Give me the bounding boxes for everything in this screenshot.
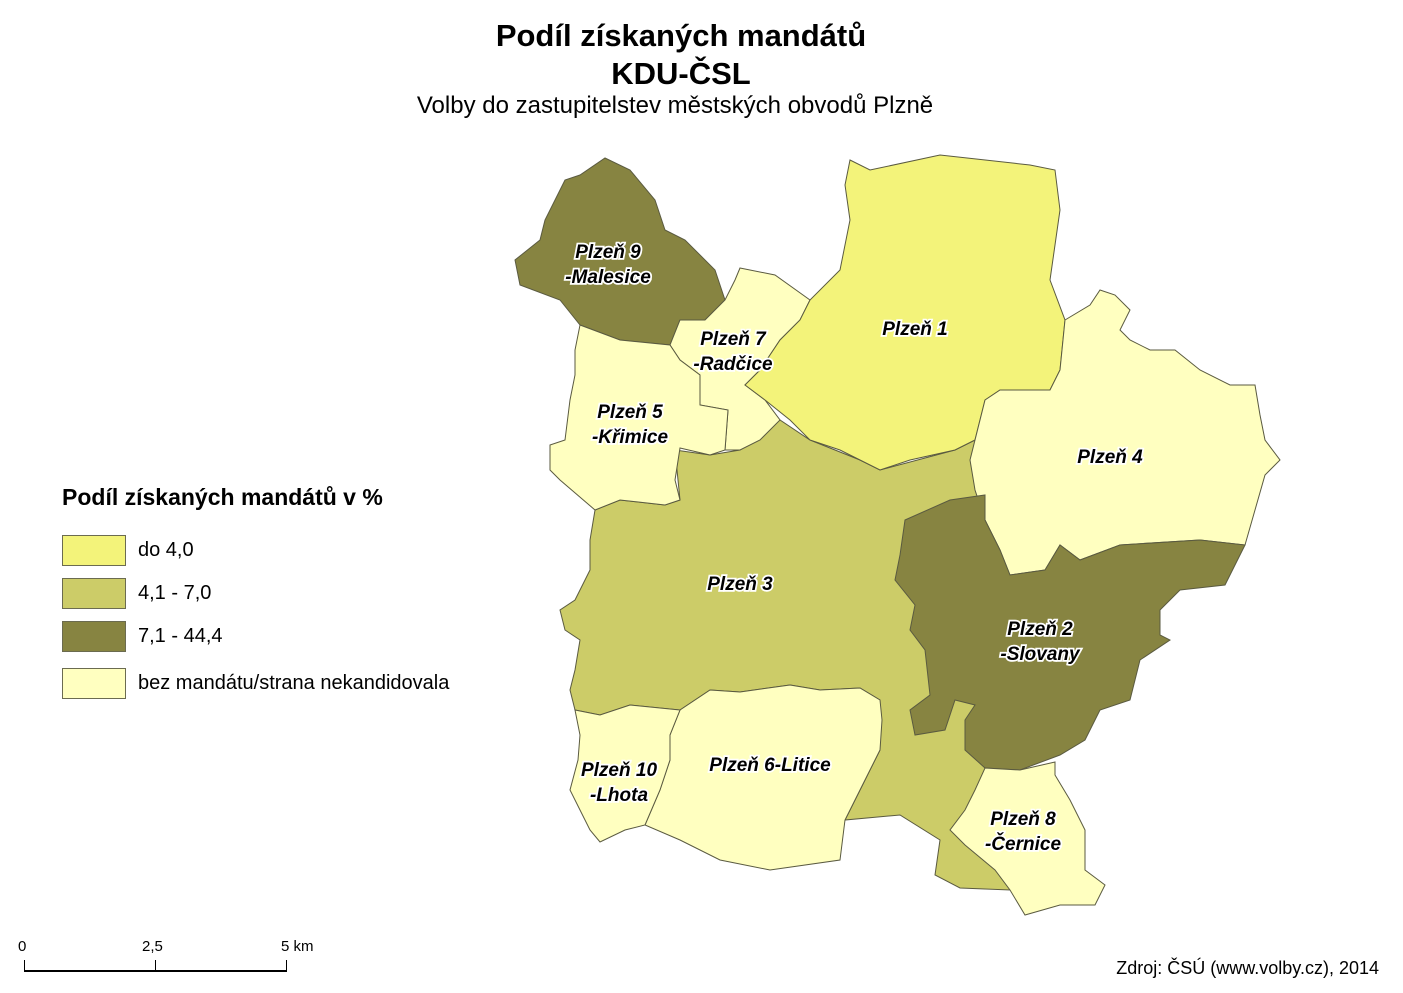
legend-title: Podíl získaných mandátů v % <box>62 484 383 510</box>
legend-swatch <box>62 578 126 609</box>
district-label-p10: Plzeň 10 -Lhota <box>581 760 657 806</box>
legend: Podíl získaných mandátů v % do 4,0 4,1 -… <box>62 484 449 705</box>
legend-item-low: do 4,0 <box>62 529 449 572</box>
district-p1 <box>744 154 1066 471</box>
scale-tick-label: 5 km <box>281 938 314 955</box>
legend-swatch <box>62 621 126 652</box>
scale-bar: 0 2,5 5 km <box>18 938 338 983</box>
source-note: Zdroj: ČSÚ (www.volby.cz), 2014 <box>1116 958 1379 978</box>
scale-tick <box>286 960 287 972</box>
legend-swatch <box>62 535 126 566</box>
party-name: KDU-ČSL <box>611 56 751 91</box>
district-label-p6: Plzeň 6-Litice <box>709 755 831 776</box>
district-p8 <box>949 761 1106 916</box>
district-p10 <box>569 704 681 843</box>
district-p6 <box>644 684 883 871</box>
district-label-p3: Plzeň 3 <box>707 574 773 595</box>
scale-tick <box>155 960 156 972</box>
legend-label: 4,1 - 7,0 <box>138 582 212 604</box>
map-title: Podíl získaných mandátů <box>495 18 867 53</box>
district-label-p8: Plzeň 8 -Černice <box>985 809 1061 855</box>
district-label-p7: Plzeň 7 -Radčice <box>693 329 773 375</box>
legend-label: 7,1 - 44,4 <box>138 625 223 647</box>
district-label-p2: Plzeň 2 -Slovany <box>1000 619 1081 665</box>
district-label-p9: Plzeň 9 -Malesice <box>565 242 651 288</box>
legend-item-mid: 4,1 - 7,0 <box>62 572 449 615</box>
map-subtitle: Volby do zastupitelstev městských obvodů… <box>416 92 934 119</box>
scale-tick <box>24 960 25 972</box>
legend-label: do 4,0 <box>138 539 194 561</box>
district-p5 <box>549 324 729 511</box>
legend-item-none: bez mandátu/strana nekandidovala <box>62 662 449 705</box>
legend-label: bez mandátu/strana nekandidovala <box>138 672 450 694</box>
scale-tick-label: 2,5 <box>142 938 163 955</box>
legend-swatch <box>62 668 126 699</box>
district-label-p4: Plzeň 4 <box>1077 447 1143 468</box>
district-p2 <box>894 494 1246 771</box>
district-label-p1: Plzeň 1 <box>882 319 947 340</box>
legend-item-high: 7,1 - 44,4 <box>62 615 449 658</box>
district-label-p5: Plzeň 5 -Křimice <box>592 402 668 448</box>
scale-tick-label: 0 <box>18 938 27 955</box>
